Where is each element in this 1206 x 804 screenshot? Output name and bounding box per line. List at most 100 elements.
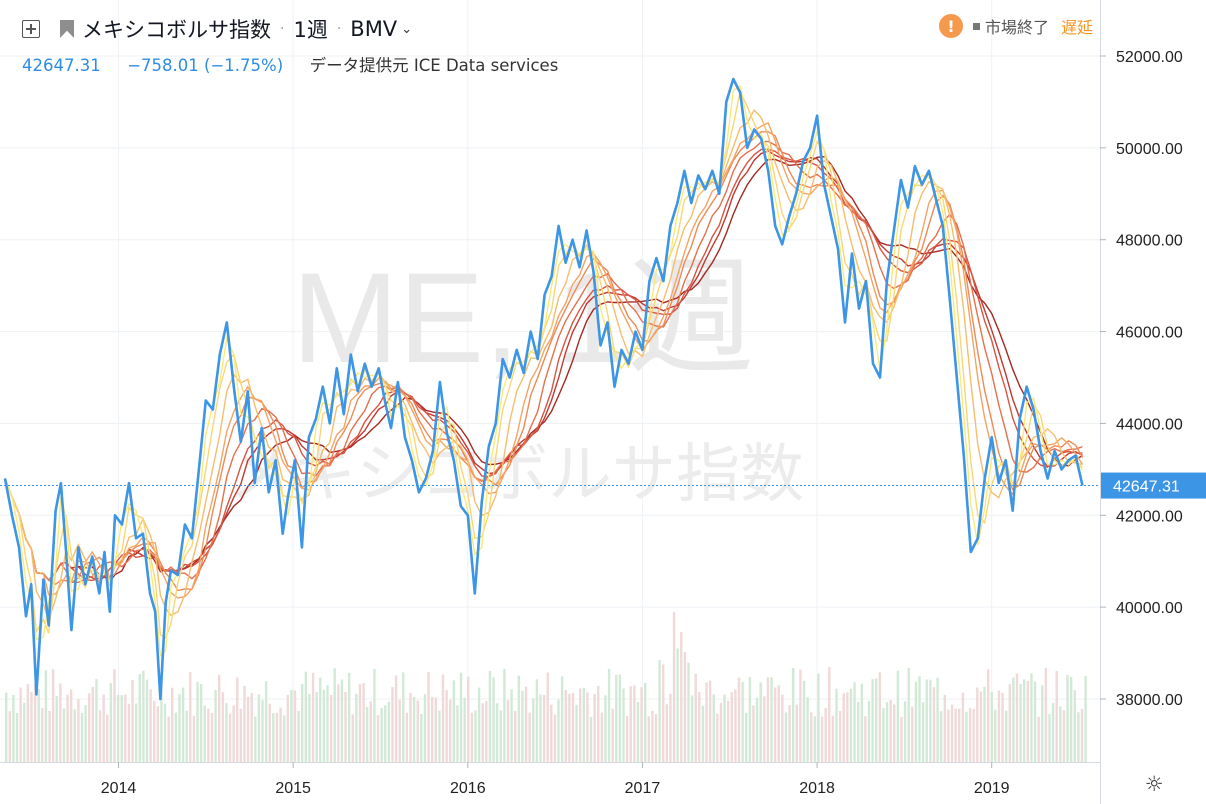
volume-bar [784, 712, 788, 762]
volume-bar [838, 711, 842, 762]
volume-bar [741, 681, 744, 762]
volume-bar [499, 710, 502, 762]
x-tick-label: 2015 [275, 780, 311, 797]
interval-label[interactable]: 1週 [293, 18, 328, 42]
volume-bar [983, 686, 986, 762]
warning-icon[interactable]: ! [938, 14, 963, 38]
plus-box-icon[interactable] [22, 20, 40, 38]
volume-bar [250, 693, 253, 762]
volume-bar [939, 711, 943, 762]
volume-bar [102, 694, 105, 762]
volume-bar [199, 683, 203, 762]
volume-bar [156, 706, 160, 762]
price-change: −758.01 (−1.75%) [127, 56, 284, 75]
volume-bar [340, 679, 344, 762]
volume-bar [8, 711, 12, 762]
volume-bar [885, 702, 889, 762]
volume-bar [968, 708, 972, 762]
ma-line [4, 84, 1084, 657]
closed-square-icon [972, 22, 980, 30]
volume-bar [698, 692, 701, 762]
volume-bar [795, 704, 798, 762]
volume-bar [160, 682, 163, 762]
delayed-label[interactable]: 遅延 [1060, 18, 1093, 37]
volume-bar [127, 703, 131, 762]
volume-bar [33, 683, 37, 762]
volume-bar [950, 704, 954, 762]
volume-bar [662, 664, 665, 762]
gear-icon[interactable]: ☼ [1144, 772, 1164, 796]
volume-bar [221, 692, 224, 762]
volume-bar [864, 716, 867, 762]
volume-bar [524, 686, 528, 762]
volume-bar [734, 689, 737, 762]
volume-bar [986, 669, 990, 762]
volume-bar [828, 667, 831, 762]
x-tick-label: 2018 [799, 780, 835, 797]
volume-bar [665, 704, 669, 762]
volume-bar [521, 690, 524, 762]
volume-bar [578, 688, 582, 762]
volume-bar [391, 687, 394, 762]
volume-bar [712, 694, 715, 762]
volume-bar [654, 714, 658, 762]
volume-bar [770, 677, 773, 762]
exchange-label[interactable]: BMV [350, 17, 398, 41]
volume-bar [449, 699, 452, 762]
volume-bar [694, 673, 697, 762]
volume-bar [315, 692, 318, 762]
volume-bar [629, 686, 632, 762]
x-tick-label: 2017 [625, 780, 661, 797]
volume-bar [546, 672, 549, 762]
volume-bar [207, 708, 210, 762]
volume-bar [55, 696, 58, 762]
volume-bar [98, 710, 102, 762]
volume-bar [669, 693, 672, 762]
volume-bar [80, 713, 84, 762]
volume-bar [120, 695, 123, 762]
volume-bar [907, 667, 910, 762]
volume-bar [192, 715, 196, 762]
volume-bar [1004, 710, 1008, 762]
volume-bar [423, 694, 427, 762]
volume-bar [759, 682, 762, 762]
volume-bar [189, 672, 192, 762]
volume-bar [564, 689, 567, 762]
volume-bar [788, 705, 791, 762]
volume-bar [185, 710, 188, 762]
volume-bar [149, 689, 152, 762]
volume-bar [44, 670, 48, 762]
ma-line [4, 109, 1083, 623]
volume-bar [643, 682, 647, 762]
volume-bar [560, 676, 564, 762]
volume-bar [264, 681, 268, 762]
volume-bar [113, 669, 116, 762]
volume-bars [5, 612, 1087, 762]
volume-bar [290, 690, 293, 762]
volume-bar [203, 705, 206, 762]
volume-bar [409, 692, 412, 762]
volume-bar [214, 690, 217, 762]
volume-bar [153, 700, 156, 762]
volume-bar [1033, 681, 1037, 762]
volume-bar [979, 691, 983, 762]
volume-bar [355, 693, 358, 762]
volume-bar [900, 716, 903, 762]
volume-bar [622, 688, 625, 762]
chevron-down-icon[interactable]: ⌄ [401, 21, 413, 37]
symbol-name[interactable]: メキシコボルサ指数 [82, 18, 271, 42]
volume-bar [434, 697, 437, 762]
volume-bar [1084, 676, 1087, 762]
flag-icon[interactable] [60, 20, 74, 38]
volume-bar [997, 690, 1001, 762]
chart-header: メキシコボルサ指数 · 1週 · BMV ⌄ [22, 12, 412, 46]
volume-bar [853, 682, 856, 762]
volume-bar [243, 685, 246, 762]
volume-bar [990, 691, 993, 762]
volume-bar [239, 708, 243, 762]
volume-bar [416, 700, 419, 762]
volume-bar [737, 677, 741, 762]
y-tick-label: 52000.00 [1116, 49, 1183, 66]
